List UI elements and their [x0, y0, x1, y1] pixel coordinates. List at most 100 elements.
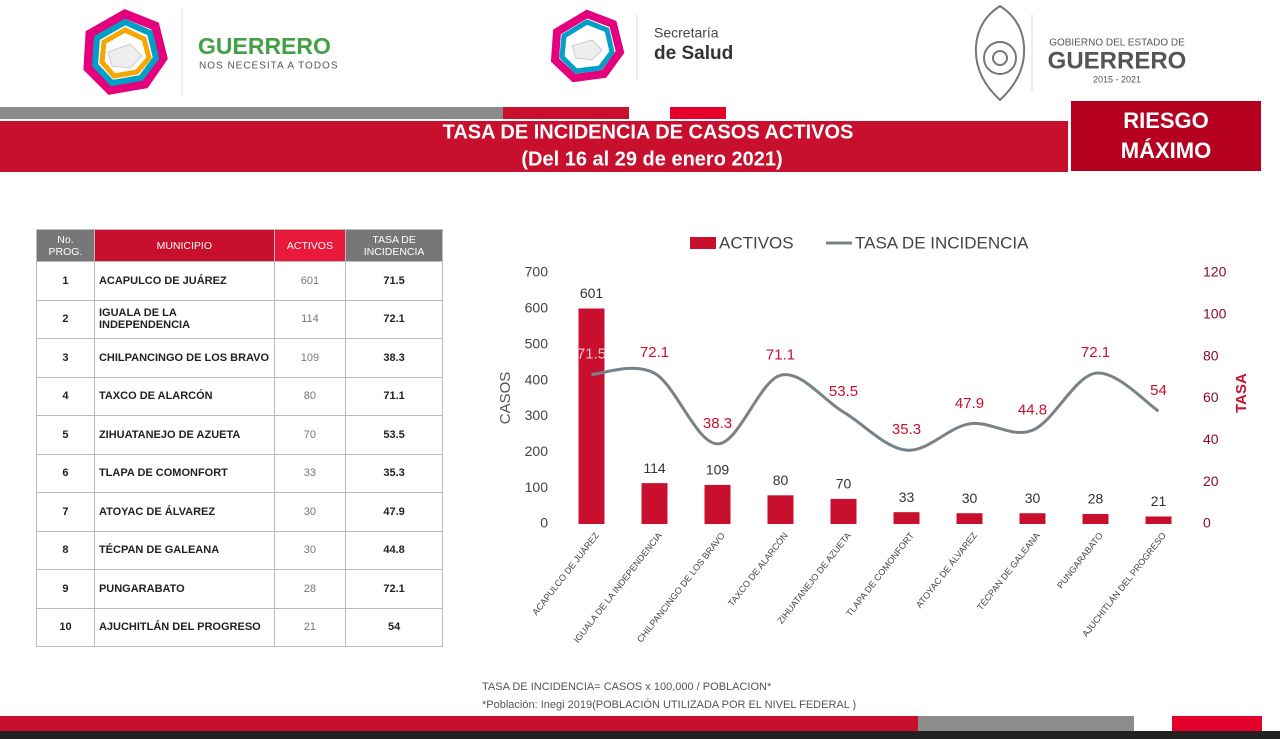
logo-salud [550, 9, 625, 83]
band-red [503, 107, 629, 119]
table-row: 4 TAXCO DE ALARCÓN 80 71.1 [36, 376, 443, 416]
secretaria-line1: Secretaría [654, 25, 719, 41]
table-cell: 5 [36, 415, 95, 455]
table-row: 7 ATOYAC DE ÁLVAREZ 30 47.9 [36, 492, 443, 532]
footer-strip [0, 731, 1280, 739]
y2-tick-label: 0 [1203, 515, 1211, 531]
table-cell: TAXCO DE ALARCÓN [93, 376, 275, 416]
line-value-label: 38.3 [703, 415, 732, 432]
gob-line1: GOBIERNO DEL ESTADO DE [1049, 38, 1185, 49]
footer-band [1172, 716, 1262, 731]
table-row: 10 AJUCHITLÁN DEL PROGRESO 21 54 [36, 607, 443, 647]
bar-value-label: 28 [1088, 491, 1104, 507]
column-header: MUNICIPIO [93, 229, 275, 262]
footnote: *Población: Inegi 2019(POBLACIÓN UTILIZA… [482, 698, 856, 711]
line-value-label: 53.5 [829, 383, 858, 400]
table-row: 5 ZIHUATANEJO DE AZUETA 70 53.5 [36, 415, 443, 455]
chart: 0 100 200 300 400 500 600 700 0 20 40 60 80 100 120 CAS… [497, 233, 1250, 644]
y2-tick-label: 100 [1203, 306, 1227, 322]
table-cell: IGUALA DE LA INDEPENDENCIA [93, 299, 275, 339]
x-tick-label: ZIHUATANEJO DE AZUETA [775, 531, 852, 626]
table-cell: 70 [273, 415, 347, 455]
table-cell: PUNGARABATO [93, 569, 275, 609]
legend-label: TASA DE INCIDENCIA [855, 233, 1029, 252]
line-value-label: 35.3 [892, 421, 921, 438]
table-cell: 28 [273, 569, 347, 609]
table-cell: 38.3 [345, 338, 443, 378]
x-tick-label: TAXCO DE ALARCÓN [726, 531, 790, 609]
x-tick-label: TÉCPAN DE GALEANA [975, 531, 1042, 613]
table-cell: 72.1 [345, 569, 443, 609]
line-value-label: 47.9 [955, 395, 984, 412]
y-tick-label: 600 [525, 300, 549, 316]
y-axis-label: CASOS [497, 372, 514, 425]
table-cell: 44.8 [345, 530, 443, 570]
y-tick-label: 500 [525, 335, 549, 351]
table-cell: 2 [36, 299, 95, 339]
x-tick-label: ATOYAC DE ÁLVAREZ [914, 530, 979, 610]
line-value-label: 71.1 [766, 346, 795, 363]
band-gray [0, 107, 503, 119]
y2-axis-label: TASA [1233, 373, 1250, 413]
line-value-label: 72.1 [640, 344, 669, 361]
table-cell: 53.5 [345, 415, 443, 455]
table-cell: 4 [36, 376, 95, 416]
legend-swatch [690, 237, 716, 249]
table-cell: 9 [36, 569, 95, 609]
table-cell: 10 [36, 607, 95, 647]
table-cell: 8 [36, 530, 95, 570]
table-cell: 54 [345, 607, 443, 647]
table-row: 9 PUNGARABATO 28 72.1 [36, 569, 443, 609]
logo-guerrero [83, 9, 168, 95]
column-header: ACTIVOS [273, 229, 347, 262]
bar [893, 512, 920, 524]
bar [1145, 516, 1172, 524]
y-tick-label: 0 [540, 515, 548, 531]
y2-tick-label: 60 [1203, 389, 1219, 405]
table-cell: 33 [273, 453, 347, 493]
footer-band [0, 716, 918, 731]
line-value-label: 54 [1150, 382, 1167, 399]
gob-years: 2015 - 2021 [1093, 74, 1141, 84]
y2-tick-label: 120 [1203, 264, 1227, 280]
table-cell: 35.3 [345, 453, 443, 493]
bar [956, 513, 983, 524]
bar [767, 495, 794, 524]
table-cell: 7 [36, 492, 95, 532]
table-cell: 71.5 [345, 261, 443, 301]
risk-line2: MÁXIMO [1121, 138, 1211, 163]
y2-tick-label: 40 [1203, 431, 1219, 447]
table-cell: 109 [273, 338, 347, 378]
coat-of-arms [974, 4, 1026, 102]
table-cell: 21 [273, 607, 347, 647]
bar-value-label: 30 [962, 490, 978, 506]
table-row: 6 TLAPA DE COMONFORT 33 35.3 [36, 453, 443, 493]
table-cell: 114 [273, 299, 347, 339]
line-value-label: 71.5 [577, 345, 606, 362]
risk-line1: RIESGO [1123, 108, 1209, 133]
table-cell: AJUCHITLÁN DEL PROGRESO [93, 607, 275, 647]
table-cell: CHILPANCINGO DE LOS BRAVO [93, 338, 275, 378]
table-cell: 30 [273, 530, 347, 570]
y2-tick-label: 20 [1203, 473, 1219, 489]
data-table: No. PROG. MUNICIPIO ACTIVOS TASA DE INCIDEN… [36, 229, 443, 647]
table-header: No. PROG. MUNICIPIO ACTIVOS TASA DE INCIDEN… [36, 229, 443, 262]
bar-value-label: 33 [899, 489, 915, 505]
y-tick-label: 100 [525, 479, 549, 495]
table-cell: 47.9 [345, 492, 443, 532]
y-tick-label: 400 [525, 371, 549, 387]
y2-tick-label: 80 [1203, 347, 1219, 363]
band-red [670, 107, 726, 119]
table-row: 1 ACAPULCO DE JUÁREZ 601 71.5 [36, 261, 443, 301]
table-cell: 6 [36, 453, 95, 493]
table-cell: 3 [36, 338, 95, 378]
subtitle: (Del 16 al 29 de enero 2021) [521, 148, 782, 170]
bar [641, 483, 668, 524]
line [591, 366, 1160, 452]
brand: GUERRERO [198, 33, 331, 59]
line-value-label: 72.1 [1081, 344, 1110, 361]
bar-value-label: 601 [580, 285, 604, 301]
x-tick-label: ACAPULCO DE JUÁREZ [530, 530, 601, 617]
